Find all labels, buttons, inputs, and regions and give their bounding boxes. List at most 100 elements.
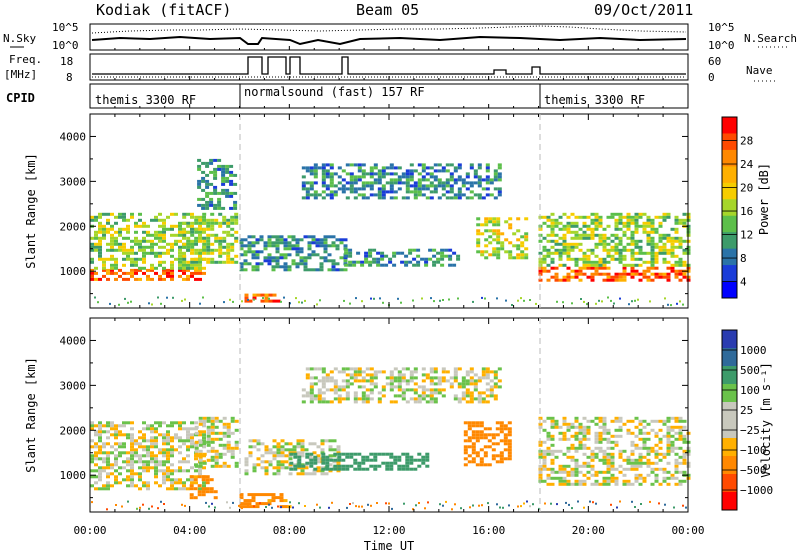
echo-cell <box>654 476 659 480</box>
echo-cell <box>638 473 643 477</box>
echo-cell <box>606 437 611 441</box>
echo-cell <box>594 218 599 222</box>
noise-cell <box>586 303 588 306</box>
echo-cell <box>594 470 599 474</box>
echo-cell <box>562 434 567 438</box>
echo-cell <box>317 367 322 371</box>
echo-cell <box>405 196 410 200</box>
echo-cell <box>546 476 551 480</box>
echo-cell <box>508 256 513 260</box>
echo-cell <box>582 443 587 447</box>
echo-cell <box>90 475 94 479</box>
echo-cell <box>493 169 498 173</box>
echo-cell <box>380 257 385 261</box>
echo-cell <box>397 370 402 374</box>
echo-cell <box>329 175 334 179</box>
echo-cell <box>102 469 106 473</box>
echo-cell <box>666 476 671 480</box>
echo-cell <box>130 439 134 443</box>
echo-cell <box>225 170 230 174</box>
echo-cell <box>146 427 150 431</box>
echo-cell <box>425 172 430 176</box>
echo-cell <box>260 466 265 470</box>
echo-cell <box>554 272 559 276</box>
echo-cell <box>658 224 663 228</box>
echo-cell <box>630 215 635 219</box>
echo-cell <box>409 184 414 188</box>
noise-cell <box>388 502 390 505</box>
echo-cell <box>381 169 386 173</box>
echo-cell <box>483 427 488 431</box>
echo-cell <box>190 478 194 482</box>
echo-cell <box>457 163 462 167</box>
echo-cell <box>622 272 627 276</box>
echo-cell <box>357 163 362 167</box>
echo-cell <box>114 442 118 446</box>
echo-cell <box>217 164 222 168</box>
echo-cell <box>210 437 215 441</box>
echo-cell <box>550 416 555 420</box>
echo-cell <box>570 473 575 477</box>
echo-cell <box>476 232 481 236</box>
echo-cell <box>280 448 285 452</box>
colorbar-swatch <box>722 215 737 233</box>
echo-cell <box>283 244 288 248</box>
echo-cell <box>413 397 418 401</box>
noise-cell <box>280 506 282 509</box>
echo-cell <box>598 449 603 453</box>
echo-cell <box>90 277 94 281</box>
echo-cell <box>194 464 199 468</box>
echo-cell <box>469 400 474 404</box>
echo-cell <box>626 215 631 219</box>
echo-cell <box>263 259 268 263</box>
echo-cell <box>239 262 244 266</box>
echo-band <box>90 268 206 281</box>
echo-cell <box>626 218 631 222</box>
echo-cell <box>481 196 486 200</box>
echo-cell <box>138 436 142 440</box>
echo-cell <box>174 487 178 491</box>
echo-cell <box>554 278 559 282</box>
echo-cell <box>295 262 300 266</box>
echo-cell <box>114 263 118 267</box>
echo-cell <box>182 457 186 461</box>
echo-cell <box>499 454 504 458</box>
echo-cell <box>106 457 110 461</box>
noise-cell <box>94 296 96 299</box>
echo-cell <box>546 218 551 222</box>
echo-cell <box>674 458 679 462</box>
echo-cell <box>550 476 555 480</box>
echo-cell <box>606 464 611 468</box>
echo-cell <box>221 164 226 168</box>
echo-cell <box>289 461 294 465</box>
echo-cell <box>190 257 195 261</box>
echo-cell <box>546 437 551 441</box>
echo-cell <box>682 212 687 216</box>
echo-cell <box>229 194 234 198</box>
echo-cell <box>630 272 635 276</box>
noise-cell <box>520 505 522 508</box>
echo-cell <box>554 476 559 480</box>
echo-cell <box>226 245 231 249</box>
echo-cell <box>381 196 386 200</box>
echo-cell <box>582 437 587 441</box>
echo-cell <box>666 272 671 276</box>
echo-cell <box>650 482 655 486</box>
echo-cell <box>554 449 559 453</box>
echo-cell <box>504 238 509 242</box>
echo-cell <box>674 215 679 219</box>
echo-cell <box>473 379 478 383</box>
echo-cell <box>381 166 386 170</box>
echo-cell <box>98 248 102 252</box>
echo-cell <box>178 439 182 443</box>
echo-cell <box>590 227 595 231</box>
echo-cell <box>476 223 481 227</box>
echo-cell <box>243 238 248 242</box>
echo-cell <box>433 169 438 173</box>
echo-cell <box>259 493 264 497</box>
echo-cell <box>598 242 603 246</box>
echo-cell <box>507 427 512 431</box>
echo-cell <box>658 248 663 252</box>
echo-cell <box>130 448 134 452</box>
echo-cell <box>321 178 326 182</box>
